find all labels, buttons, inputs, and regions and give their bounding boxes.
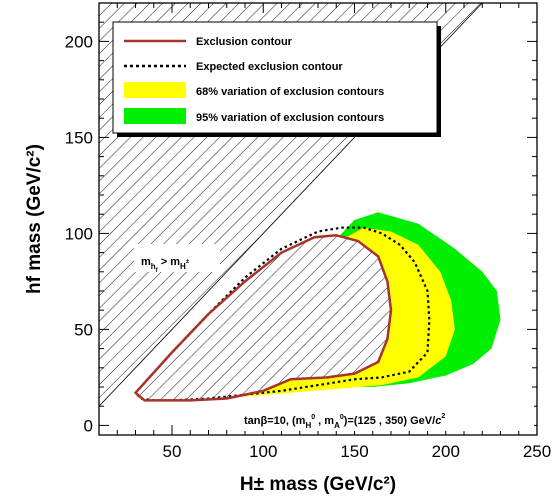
annotation-box <box>238 405 534 431</box>
x-tick-label: 150 <box>340 442 368 461</box>
x-tick-label: 250 <box>523 442 551 461</box>
svg-text:tanβ=10, (mH0 , mA0)=(125 , 35: tanβ=10, (mH0 , mA0)=(125 , 350) GeV/c2 <box>244 413 445 430</box>
y-axis-title: hf mass (GeV/c²) <box>24 144 45 294</box>
excluded-region-hatch <box>135 235 391 401</box>
forbidden-region-label: mhf > mH± <box>134 244 220 274</box>
x-tick-label: 100 <box>249 442 277 461</box>
y-tick-label: 0 <box>84 416 93 435</box>
x-tick-label: 200 <box>432 442 460 461</box>
legend-exclusion-label: Exclusion contour <box>196 36 293 48</box>
legend-95-label: 95% variation of exclusion contours <box>196 112 384 124</box>
y-tick-label: 150 <box>65 128 93 147</box>
forbidden-label-box <box>134 244 220 272</box>
svg-text:mhf > mH±: mhf > mH± <box>141 256 190 274</box>
parameter-annotation: tanβ=10, (mH0 , mA0)=(125 , 350) GeV/c2 <box>238 405 534 431</box>
x-tick-label: 50 <box>163 442 182 461</box>
legend-68-swatch <box>124 82 186 98</box>
legend-expected-label: Expected exclusion contour <box>196 61 343 73</box>
legend-68-label: 68% variation of exclusion contours <box>196 86 384 98</box>
y-tick-label: 100 <box>65 224 93 243</box>
legend: Exclusion contour Expected exclusion con… <box>112 21 441 137</box>
y-tick-label: 200 <box>65 32 93 51</box>
y-tick-label: 50 <box>74 320 93 339</box>
exclusion-contour-line <box>134 234 393 402</box>
legend-95-swatch <box>124 108 186 124</box>
x-axis-title: H± mass (GeV/c²) <box>240 474 396 495</box>
